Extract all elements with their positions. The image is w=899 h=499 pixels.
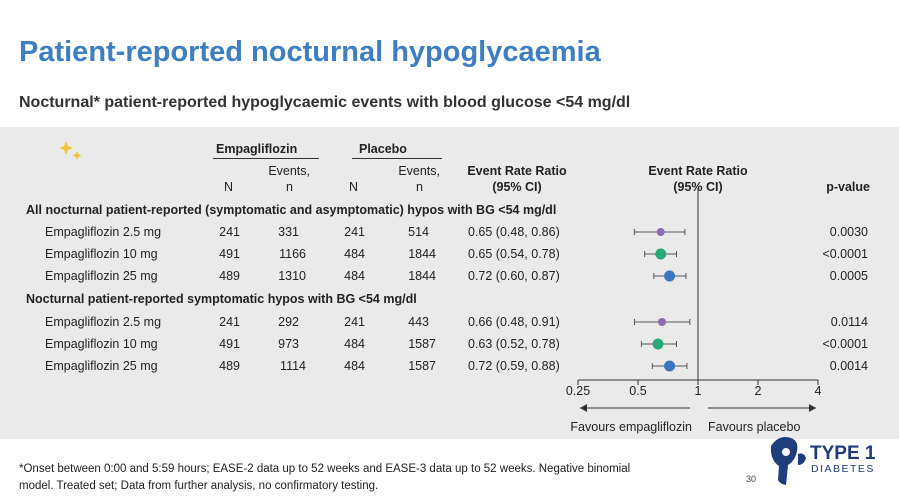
cell-n-placebo: 484 [344,359,365,373]
col-header-events-empa-2: n [286,180,293,194]
cell-events-empa: 973 [278,337,299,351]
page-title: Patient-reported nocturnal hypoglycaemia [19,36,601,68]
point-estimate [658,318,667,326]
col-header-n-placebo: N [348,180,358,194]
cell-pvalue: <0.0001 [822,247,868,261]
cell-err: 0.66 (0.48, 0.91) [468,315,560,329]
cell-n-placebo: 484 [344,269,365,283]
favours-empagliflozin-label: Favours empagliflozin [570,420,692,434]
point-estimate [655,248,667,260]
group-header-empagliflozin: Empagliflozin [216,142,298,156]
cell-n-empa: 241 [219,225,240,239]
point-estimate [664,270,676,282]
row-label: Empagliflozin 10 mg [45,337,158,351]
tick-label: 0.25 [565,384,591,398]
cell-events-placebo: 443 [408,315,429,329]
cell-n-empa: 241 [219,315,240,329]
cell-err: 0.72 (0.60, 0.87) [468,269,560,283]
cell-events-placebo: 514 [408,225,429,239]
point-estimate [656,228,665,236]
cell-err: 0.65 (0.48, 0.86) [468,225,560,239]
cell-n-empa: 489 [219,359,240,373]
tick-label: 2 [754,384,762,398]
cell-events-placebo: 1844 [408,269,436,283]
page-number: 30 [746,474,757,484]
group-header-placebo: Placebo [359,142,407,156]
cell-n-empa: 491 [219,247,240,261]
tick-label: 0.5 [629,384,647,398]
section-heading-all: All nocturnal patient-reported (symptoma… [26,203,557,217]
cell-events-empa: 292 [278,315,299,329]
cell-events-empa: 331 [278,225,299,239]
tick-label: 1 [694,384,702,398]
arrow-head-right [809,404,816,412]
col-header-err-1: Event Rate Ratio [467,164,567,178]
col-header-plot-2: (95% CI) [673,180,723,194]
footnote-line-1: *Onset between 0:00 and 5:59 hours; EASE… [19,463,631,475]
col-header-events-empa-1: Events, [268,164,310,178]
cell-events-empa: 1166 [279,247,306,261]
cell-err: 0.65 (0.54, 0.78) [468,247,560,261]
cell-pvalue: <0.0001 [822,337,868,351]
col-header-n-empa: N [223,180,233,194]
footnote: *Onset between 0:00 and 5:59 hours; EASE… [19,461,630,495]
cell-events-placebo: 1844 [408,247,436,261]
row-label: Empagliflozin 25 mg [45,269,158,283]
cell-events-placebo: 1587 [408,359,436,373]
section-heading-symptomatic: Nocturnal patient-reported symptomatic h… [26,292,417,306]
logo-text-line1: TYPE 1 [810,443,876,464]
row-label: Empagliflozin 2.5 mg [45,315,162,329]
row-label: Empagliflozin 2.5 mg [45,225,162,239]
point-estimate [652,338,664,350]
cell-n-placebo: 241 [344,315,365,329]
cell-n-empa: 491 [219,337,240,351]
logo-text-line2: DIABETES [811,463,875,475]
col-header-events-placebo-2: n [416,180,423,194]
cell-events-empa: 1114 [280,359,306,373]
cell-pvalue: 0.0014 [829,359,868,373]
cell-n-placebo: 241 [344,225,365,239]
group-underline-empagliflozin [213,158,319,159]
cell-events-placebo: 1587 [408,337,436,351]
col-header-events-placebo-1: Events, [398,164,440,178]
tick-label: 4 [814,384,822,398]
page-subtitle: Nocturnal* patient-reported hypoglycaemi… [19,94,631,111]
favours-placebo-label: Favours placebo [708,420,801,434]
cell-err: 0.72 (0.59, 0.88) [468,359,560,373]
cell-pvalue: 0.0005 [829,269,868,283]
cell-events-empa: 1310 [278,269,306,283]
col-header-plot-1: Event Rate Ratio [648,164,748,178]
group-underline-placebo [352,158,442,159]
col-header-pvalue: p-value [826,180,870,194]
table-panel [0,127,899,439]
point-estimate [664,360,676,372]
cell-err: 0.63 (0.52, 0.78) [468,337,560,351]
arrow-head-left [580,404,587,412]
cell-pvalue: 0.0030 [829,225,868,239]
cell-n-placebo: 484 [344,247,365,261]
footnote-line-2: model. Treated set; Data from further an… [19,480,379,492]
col-header-err-2: (95% CI) [492,180,542,194]
cell-n-empa: 489 [219,269,240,283]
cell-n-placebo: 484 [344,337,365,351]
row-label: Empagliflozin 25 mg [45,359,158,373]
logo-mark-icon [770,437,806,485]
row-label: Empagliflozin 10 mg [45,247,158,261]
cell-pvalue: 0.0114 [830,315,868,329]
